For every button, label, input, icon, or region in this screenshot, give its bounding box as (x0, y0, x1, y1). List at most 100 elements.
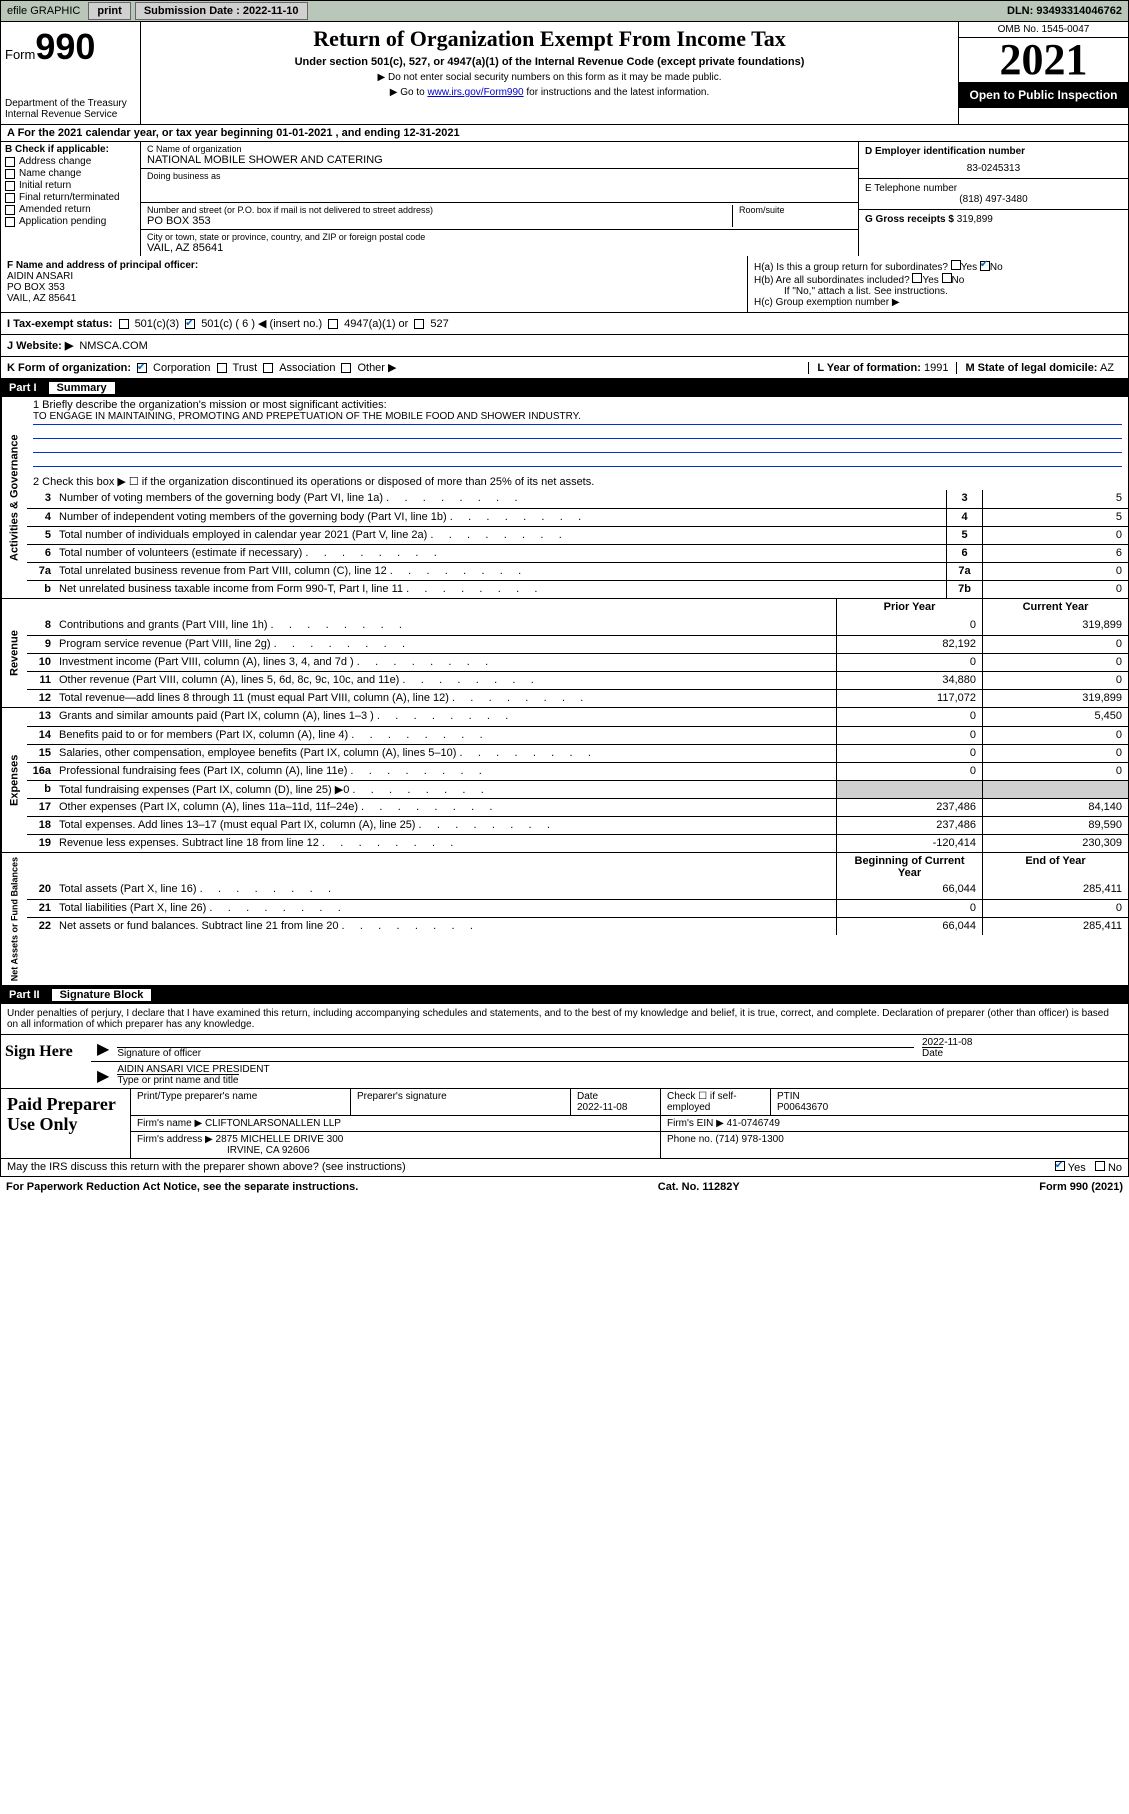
irs: Internal Revenue Service (5, 109, 136, 120)
net-head-py: Beginning of Current Year (836, 853, 982, 881)
chk-initial-lbl: Initial return (19, 180, 71, 191)
prep-h5: PTIN (777, 1091, 800, 1102)
data-row: 12 Total revenue—add lines 8 through 11 … (27, 689, 1128, 707)
prep-phone-lbl: Phone no. (667, 1134, 713, 1145)
i-527[interactable] (414, 319, 424, 329)
gov-row: 5 Total number of individuals employed i… (27, 526, 1128, 544)
note2-pre: ▶ Go to (390, 87, 428, 98)
sig-arrow-icon: ▶ (97, 1039, 109, 1059)
cat: Cat. No. 11282Y (658, 1181, 740, 1193)
gov-row: 4 Number of independent voting members o… (27, 508, 1128, 526)
col-de: D Employer identification number 83-0245… (858, 142, 1128, 256)
form-ref: Form 990 (2021) (1039, 1181, 1123, 1193)
prep-h4: Check ☐ if self-employed (661, 1089, 771, 1115)
gov-row: 3 Number of voting members of the govern… (27, 490, 1128, 508)
rev-head: Prior Year Current Year (27, 599, 1128, 617)
k-o2: Association (279, 362, 335, 374)
net-head: Beginning of Current Year End of Year (27, 853, 1128, 881)
data-row: 8 Contributions and grants (Part VIII, l… (27, 617, 1128, 635)
efile-label: efile GRAPHIC (1, 3, 86, 19)
discuss-yes[interactable] (1055, 1161, 1065, 1171)
chk-name[interactable]: Name change (5, 168, 136, 179)
irs-link[interactable]: www.irs.gov/Form990 (427, 87, 523, 98)
form-header: Form990 Department of the Treasury Inter… (0, 22, 1129, 125)
firm: CLIFTONLARSONALLEN LLP (205, 1118, 341, 1129)
k-corp[interactable] (137, 363, 147, 373)
paid-preparer: Paid Preparer Use Only (1, 1089, 131, 1158)
mission-blank3 (33, 453, 1122, 467)
form-num: 990 (35, 26, 95, 67)
rev-head-py: Prior Year (836, 599, 982, 617)
open-public: Open to Public Inspection (959, 82, 1128, 108)
j-lbl: J Website: ▶ (7, 339, 73, 352)
m-lbl: M State of legal domicile: (965, 362, 1097, 374)
vtab-rev: Revenue (1, 599, 27, 707)
ha-no[interactable] (980, 261, 990, 271)
chk-initial[interactable]: Initial return (5, 180, 136, 191)
exp-section: Expenses 13 Grants and similar amounts p… (0, 708, 1129, 853)
dba-lbl: Doing business as (147, 171, 852, 181)
k-assoc[interactable] (263, 363, 273, 373)
mission-blank2 (33, 439, 1122, 453)
note-link: ▶ Go to www.irs.gov/Form990 for instruct… (145, 87, 954, 98)
hb: H(b) Are all subordinates included? Yes … (754, 273, 1122, 286)
i-o4: 527 (430, 318, 448, 330)
k-other[interactable] (341, 363, 351, 373)
phone: (818) 497-3480 (865, 194, 1122, 205)
firm-lbl: Firm's name ▶ (137, 1118, 202, 1129)
i-4947[interactable] (328, 319, 338, 329)
prep-h1: Print/Type preparer's name (131, 1089, 351, 1115)
officer-street: PO BOX 353 (7, 282, 741, 293)
print-button[interactable]: print (88, 2, 130, 20)
i-501c3[interactable] (119, 319, 129, 329)
ha: H(a) Is this a group return for subordin… (754, 260, 1122, 273)
form-word: Form (5, 47, 35, 62)
dln: DLN: 93493314046762 (1007, 5, 1128, 17)
website: NMSCA.COM (79, 340, 147, 352)
chk-final[interactable]: Final return/terminated (5, 192, 136, 203)
tax-year: 2021 (959, 38, 1128, 82)
hb-lbl: H(b) Are all subordinates included? (754, 275, 910, 286)
ein-lbl: D Employer identification number (865, 146, 1122, 157)
chk-pending-lbl: Application pending (19, 216, 106, 227)
sign-here: Sign Here (1, 1035, 91, 1088)
org-name-lbl: C Name of organization (147, 144, 852, 154)
chk-amended-lbl: Amended return (19, 204, 91, 215)
hb-yes[interactable] (912, 273, 922, 283)
data-row: 16a Professional fundraising fees (Part … (27, 762, 1128, 780)
row-i: I Tax-exempt status: 501(c)(3) 501(c) ( … (0, 313, 1129, 335)
data-row: 20 Total assets (Part X, line 16) 66,044… (27, 881, 1128, 899)
mission-blank1 (33, 425, 1122, 439)
signature-block: Under penalties of perjury, I declare th… (0, 1004, 1129, 1159)
discuss-no[interactable] (1095, 1161, 1105, 1171)
part2-header: Part II Signature Block (0, 986, 1129, 1004)
k-lbl: K Form of organization: (7, 362, 131, 374)
k-o3: Other ▶ (357, 361, 396, 374)
part1-title: Summary (49, 382, 115, 394)
gov-row: 6 Total number of volunteers (estimate i… (27, 544, 1128, 562)
net-section: Net Assets or Fund Balances Beginning of… (0, 853, 1129, 986)
hb-no[interactable] (942, 273, 952, 283)
k-trust[interactable] (217, 363, 227, 373)
chk-address[interactable]: Address change (5, 156, 136, 167)
i-501c[interactable] (185, 319, 195, 329)
i-lbl: I Tax-exempt status: (7, 318, 113, 330)
ein: 83-0245313 (865, 163, 1122, 174)
chk-pending[interactable]: Application pending (5, 216, 136, 227)
officer-name: AIDIN ANSARI (7, 271, 741, 282)
gov-row: 7a Total unrelated business revenue from… (27, 562, 1128, 580)
data-row: 13 Grants and similar amounts paid (Part… (27, 708, 1128, 726)
mission-val: TO ENGAGE IN MAINTAINING, PROMOTING AND … (33, 411, 1122, 425)
chk-amended[interactable]: Amended return (5, 204, 136, 215)
ha-yes[interactable] (951, 260, 961, 270)
part2-num: Part II (9, 989, 40, 1001)
officer-city: VAIL, AZ 85641 (7, 293, 741, 304)
note-ssn: ▶ Do not enter social security numbers o… (145, 72, 954, 83)
data-row: 15 Salaries, other compensation, employe… (27, 744, 1128, 762)
phone-lbl: E Telephone number (865, 183, 1122, 194)
city-lbl: City or town, state or province, country… (147, 232, 852, 242)
rev-section: Revenue Prior Year Current Year 8 Contri… (0, 599, 1129, 708)
sig-officer-lbl: Signature of officer (117, 1047, 914, 1059)
l-lbl: L Year of formation: (817, 362, 921, 374)
chk-name-lbl: Name change (19, 168, 81, 179)
